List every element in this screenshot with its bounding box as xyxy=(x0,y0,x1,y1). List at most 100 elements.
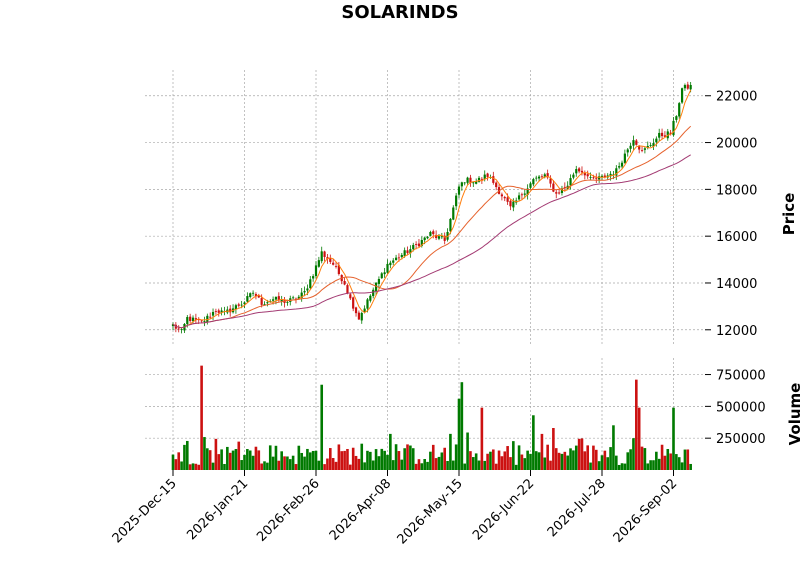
candle-body xyxy=(663,135,667,137)
volume-bar xyxy=(320,384,324,470)
volume-bar xyxy=(672,407,675,470)
x-tick-label: 2026-Apr-08 xyxy=(327,476,394,543)
candle-body xyxy=(292,297,295,299)
volume-bar xyxy=(371,460,375,470)
volume-bar xyxy=(180,461,183,470)
volume-bar xyxy=(492,449,495,470)
candle-body xyxy=(209,316,212,318)
chart-title: SOLARINDS xyxy=(341,2,458,23)
candle-body xyxy=(357,312,360,320)
candle-body xyxy=(629,145,632,149)
volume-bar xyxy=(680,462,684,470)
volume-bar xyxy=(217,454,221,470)
volume-bar xyxy=(231,450,235,470)
candle-body xyxy=(386,263,389,273)
candle-body xyxy=(618,166,621,168)
volume-bar xyxy=(340,451,344,470)
candle-body xyxy=(678,103,681,117)
candle-body xyxy=(420,240,423,246)
candle-body xyxy=(389,262,392,266)
volume-bar xyxy=(594,449,598,470)
volume-bar xyxy=(171,454,175,470)
volume-bar xyxy=(552,428,555,470)
candle-body xyxy=(352,297,355,309)
volume-bar xyxy=(603,450,607,470)
candle-body xyxy=(572,174,575,178)
volume-bar xyxy=(529,453,532,470)
candle-body xyxy=(203,321,206,322)
candle-body xyxy=(257,295,260,298)
candle-body xyxy=(306,288,309,291)
candle-body xyxy=(369,295,372,301)
volume-bar xyxy=(560,453,564,470)
candle-body xyxy=(380,273,383,279)
volume-bar xyxy=(472,457,475,470)
candle-body xyxy=(323,251,326,257)
volume-bar xyxy=(626,452,630,470)
volume-bar xyxy=(349,464,352,470)
volume-bar xyxy=(383,450,386,470)
volume-bar xyxy=(437,456,441,470)
volume-bar xyxy=(420,463,424,470)
candle-body xyxy=(620,162,624,167)
volume-bar xyxy=(223,463,226,470)
volume-bar xyxy=(268,445,272,470)
volume-bar xyxy=(306,448,309,470)
volume-bar xyxy=(323,464,326,470)
candle-body xyxy=(415,244,418,245)
candle-body xyxy=(186,317,189,325)
volume-bar xyxy=(460,382,464,470)
volume-bar xyxy=(360,443,364,470)
candle-body xyxy=(354,307,358,314)
candle-body xyxy=(251,292,255,294)
volume-bar xyxy=(483,460,487,470)
volume-bar xyxy=(572,450,575,470)
volume-bar xyxy=(480,407,484,470)
candle-body xyxy=(409,249,412,254)
candle-body xyxy=(400,254,403,257)
volume-bar xyxy=(514,464,518,470)
candle-body xyxy=(552,183,555,192)
candle-body xyxy=(638,146,641,150)
candle-body xyxy=(449,218,452,232)
x-tick-label: 2025-Dec-15 xyxy=(110,476,180,546)
candle-body xyxy=(558,192,561,194)
candle-body xyxy=(635,140,638,145)
volume-bar xyxy=(632,438,635,470)
volume-bar xyxy=(426,461,429,470)
candle-body xyxy=(397,257,401,259)
candle-body xyxy=(549,178,552,184)
candle-body xyxy=(452,207,455,220)
volume-tick-label: 250000 xyxy=(716,432,766,447)
candle-body xyxy=(403,250,406,256)
candle-body xyxy=(435,234,438,238)
volume-bar xyxy=(454,444,458,470)
candle-body xyxy=(194,318,197,320)
volume-bar xyxy=(197,464,201,470)
candle-body xyxy=(317,260,320,267)
volume-bar xyxy=(288,459,292,470)
candle-body xyxy=(406,250,409,253)
volume-bar xyxy=(343,450,346,470)
volume-bar xyxy=(403,448,406,470)
volume-bar xyxy=(411,448,415,470)
volume-bar xyxy=(386,454,389,470)
candle-body xyxy=(672,120,675,136)
volume-bar xyxy=(246,449,249,470)
volume-bar xyxy=(569,448,572,470)
volume-bar xyxy=(540,433,544,470)
volume-bar xyxy=(677,457,681,470)
candle-body xyxy=(543,174,546,177)
volume-bar xyxy=(643,448,647,470)
volume-bar xyxy=(220,449,223,470)
candle-body xyxy=(177,328,180,330)
candle-body xyxy=(600,175,604,178)
candle-body xyxy=(598,176,601,180)
candle-body xyxy=(560,188,564,193)
volume-bar xyxy=(532,415,535,470)
candle-body xyxy=(366,299,369,309)
candle-body xyxy=(455,195,458,207)
volume-bar xyxy=(354,455,358,470)
candle-body xyxy=(360,312,363,321)
candle-body xyxy=(555,192,558,194)
